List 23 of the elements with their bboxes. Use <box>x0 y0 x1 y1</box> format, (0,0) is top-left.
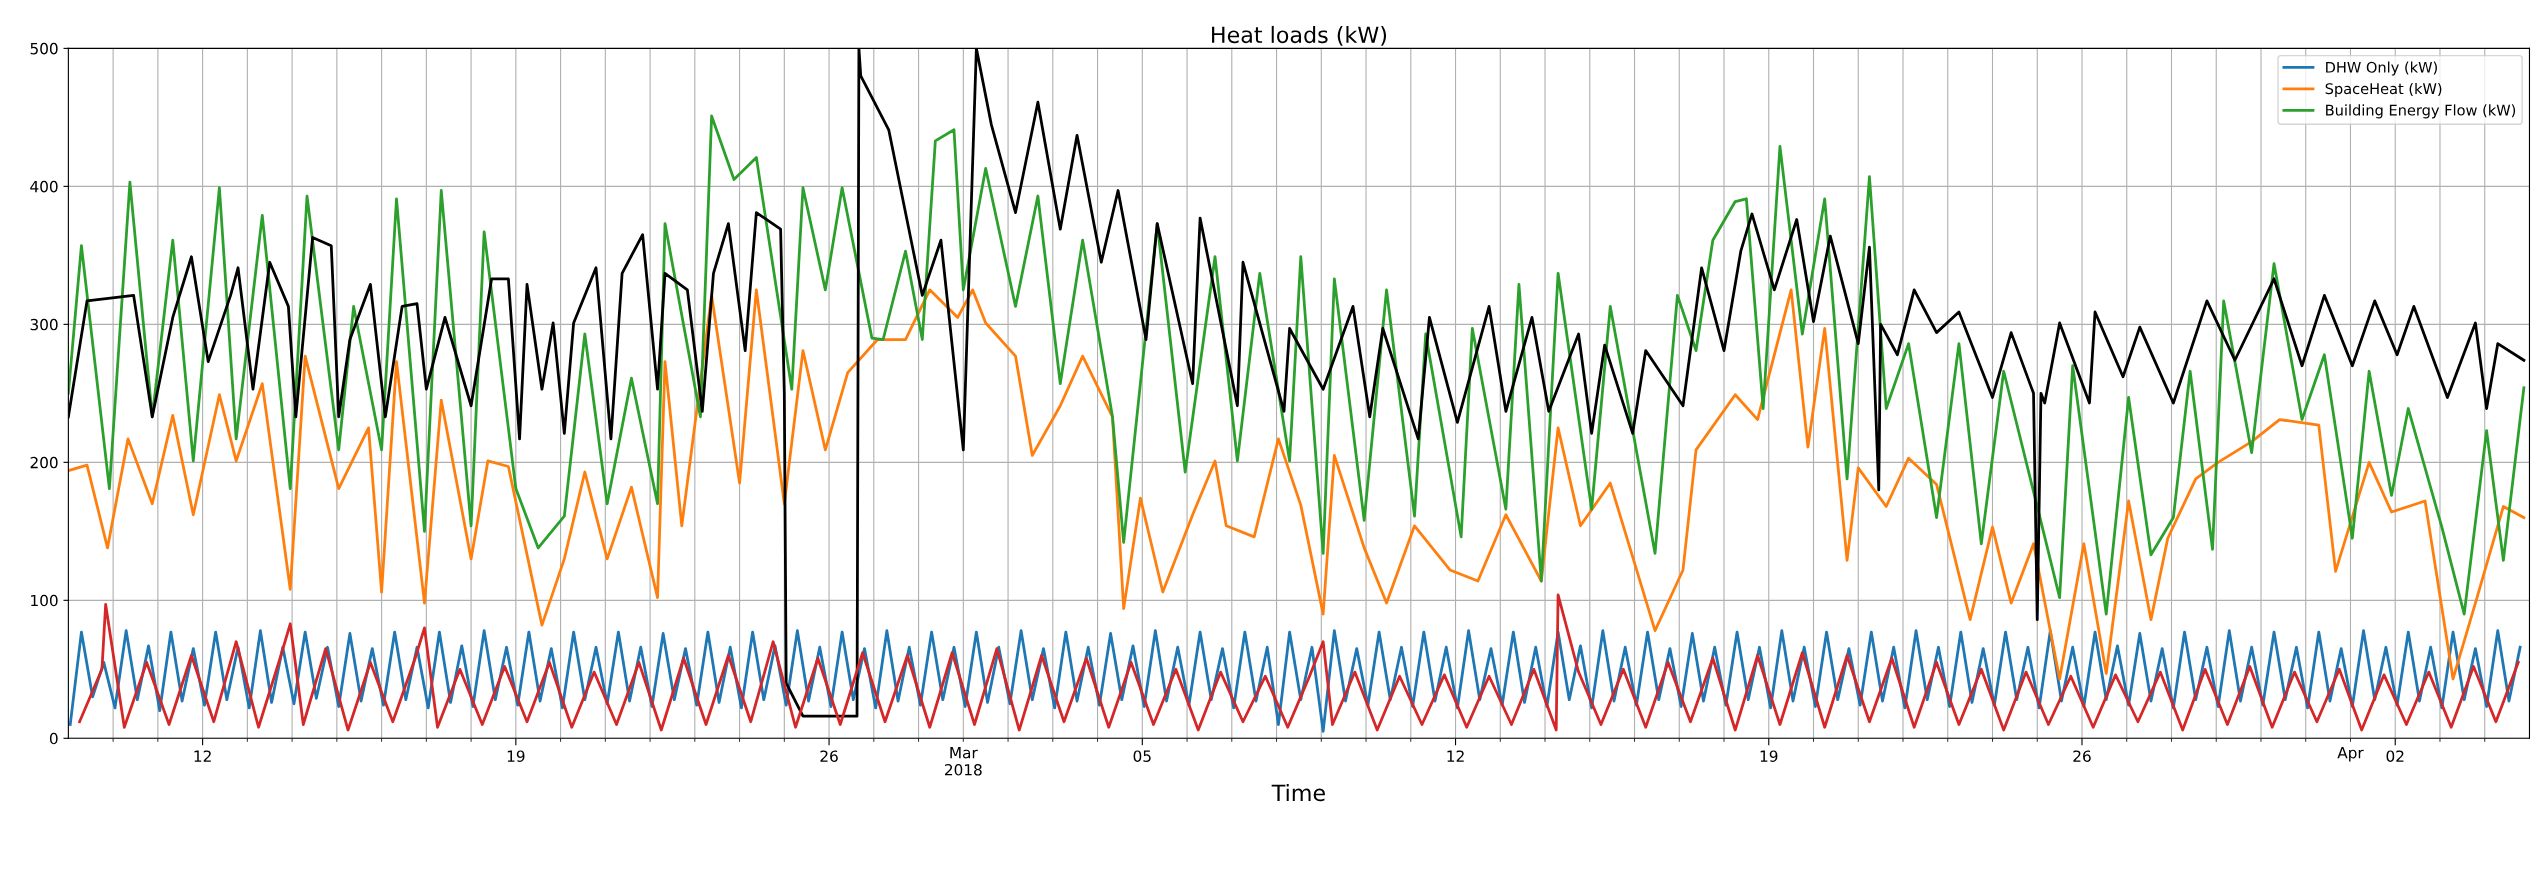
x-tick-label: 19 <box>507 750 525 762</box>
y-tick-label: 300 <box>30 318 58 331</box>
legend-label: SpaceHeat (kW) <box>2325 82 2442 98</box>
x-axis-title: Time <box>1271 784 1325 802</box>
y-tick-label: 100 <box>31 594 58 607</box>
x-tick-label: 26 <box>820 750 838 762</box>
x-tick-label: 26 <box>2073 750 2091 762</box>
x-tick-label: Apr <box>2337 747 2364 762</box>
x-tick-label: 12 <box>194 750 211 762</box>
legend-label: Building Energy Flow (kW) <box>2326 104 2516 119</box>
y-tick-label: 500 <box>30 42 58 55</box>
line-series <box>68 288 2526 681</box>
chart-title: Heat loads (kW) <box>1212 25 1387 46</box>
y-tick-label: 200 <box>30 456 58 469</box>
x-tick-label: 05 <box>1133 750 1151 762</box>
x-tick-label: Mar 2018 <box>944 747 982 776</box>
legend-label: DHW Only (kW) <box>2326 61 2437 76</box>
x-tick-label: 02 <box>2386 750 2404 762</box>
y-tick-label: 400 <box>30 180 58 193</box>
x-tick-label: 19 <box>1760 750 1778 762</box>
x-tick-label: 12 <box>1447 750 1464 762</box>
y-tick-label: 0 <box>49 732 58 745</box>
line-series <box>78 593 2520 732</box>
